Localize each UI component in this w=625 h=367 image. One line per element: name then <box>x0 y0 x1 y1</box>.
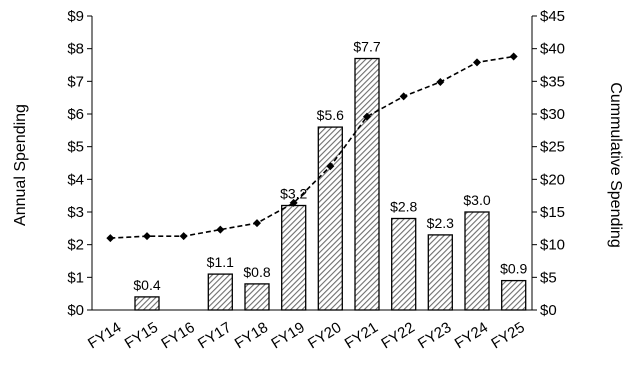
bar-fy15 <box>134 296 160 311</box>
y-right-tick-label: $30 <box>540 106 565 123</box>
y-right-tick-label: $35 <box>540 73 565 90</box>
bar-fy21 <box>354 57 380 311</box>
x-tick-label-fy17: FY17 <box>195 319 234 352</box>
cumulative-point-fy14 <box>106 234 115 243</box>
bar-fy24 <box>464 211 490 311</box>
cumulative-line <box>110 55 514 239</box>
y-right-tick-label: $45 <box>540 8 565 25</box>
cumulative-point-fy24 <box>473 58 481 67</box>
y-left-tick-label: $1 <box>67 269 84 286</box>
y-left-tick-label: $9 <box>67 8 84 25</box>
y-right-tick-label: $40 <box>540 41 565 58</box>
y-axis-title-left: Annual Spending <box>12 104 29 226</box>
data-label-fy19: $3.2 <box>280 186 307 202</box>
y-axis-title-right: Cummulative Spending <box>607 82 624 247</box>
x-tick-label-fy18: FY18 <box>232 319 271 352</box>
x-tick-label-fy21: FY21 <box>342 319 381 352</box>
bar-fy22 <box>391 217 417 311</box>
cumulative-point-fy22 <box>399 92 408 101</box>
y-right-tick-label: $25 <box>540 139 565 156</box>
y-left-tick-label: $6 <box>67 106 84 123</box>
y-right-tick-label: $0 <box>540 302 557 319</box>
y-left-tick-label: $7 <box>67 73 84 90</box>
data-label-fy25: $0.9 <box>500 261 527 277</box>
cumulative-point-fy19 <box>289 198 298 207</box>
bar-fy23 <box>427 234 453 311</box>
data-label-fy15: $0.4 <box>133 277 160 293</box>
cumulative-point-fy21 <box>363 112 371 121</box>
data-label-fy20: $5.6 <box>317 107 344 123</box>
y-right-tick-label: $5 <box>540 269 557 286</box>
data-labels: $0.4 $1.1 $0.8 $3.2 $5.6 $7.7 $2.8 $2.3 $3.0 $0.9 <box>133 39 527 293</box>
y-left-tick-label: $0 <box>67 302 84 319</box>
y-left-tick-label: $3 <box>67 204 84 221</box>
cumulative-point-fy18 <box>253 219 261 228</box>
cumulative-point-fy25 <box>509 52 518 61</box>
data-label-fy17: $1.1 <box>207 254 234 270</box>
bar-fy18 <box>244 283 270 311</box>
y-left-tick-label: $5 <box>67 139 84 156</box>
x-tick-label-fy22: FY22 <box>378 319 417 352</box>
x-tick-label-fy24: FY24 <box>452 319 491 352</box>
data-label-fy24: $3.0 <box>463 192 490 208</box>
x-tick-label-fy25: FY25 <box>488 319 527 352</box>
bar-fy17 <box>207 273 233 311</box>
y-right-tick-label: $10 <box>540 237 565 254</box>
y-left-tick-label: $8 <box>67 41 84 58</box>
cumulative-line-series <box>106 52 518 243</box>
y-left-tick-label: $2 <box>67 237 84 254</box>
data-label-fy18: $0.8 <box>243 264 270 280</box>
data-label-fy22: $2.8 <box>390 199 417 215</box>
cumulative-point-fy20 <box>326 162 335 171</box>
bar-fy25 <box>501 279 527 311</box>
y-right-tick-label: $15 <box>540 204 565 221</box>
x-tick-label-fy23: FY23 <box>415 319 454 352</box>
y-left-tick-label: $4 <box>67 171 84 188</box>
x-tick-label-fy19: FY19 <box>268 319 307 352</box>
x-tick-label-fy14: FY14 <box>85 319 124 352</box>
cumulative-point-fy15 <box>143 232 151 241</box>
bar-series <box>134 57 527 311</box>
data-label-fy23: $2.3 <box>427 215 454 231</box>
data-label-fy21: $7.7 <box>353 39 380 55</box>
cumulative-point-fy17 <box>216 225 225 234</box>
x-tick-label-fy20: FY20 <box>305 319 344 352</box>
x-tick-label-fy15: FY15 <box>122 319 161 352</box>
cumulative-point-fy16 <box>179 232 188 241</box>
cumulative-point-fy23 <box>436 77 445 86</box>
x-tick-label-fy16: FY16 <box>158 319 197 352</box>
bar-fy20 <box>317 126 343 311</box>
bar-fy19 <box>281 204 307 311</box>
y-right-tick-label: $20 <box>540 171 565 188</box>
